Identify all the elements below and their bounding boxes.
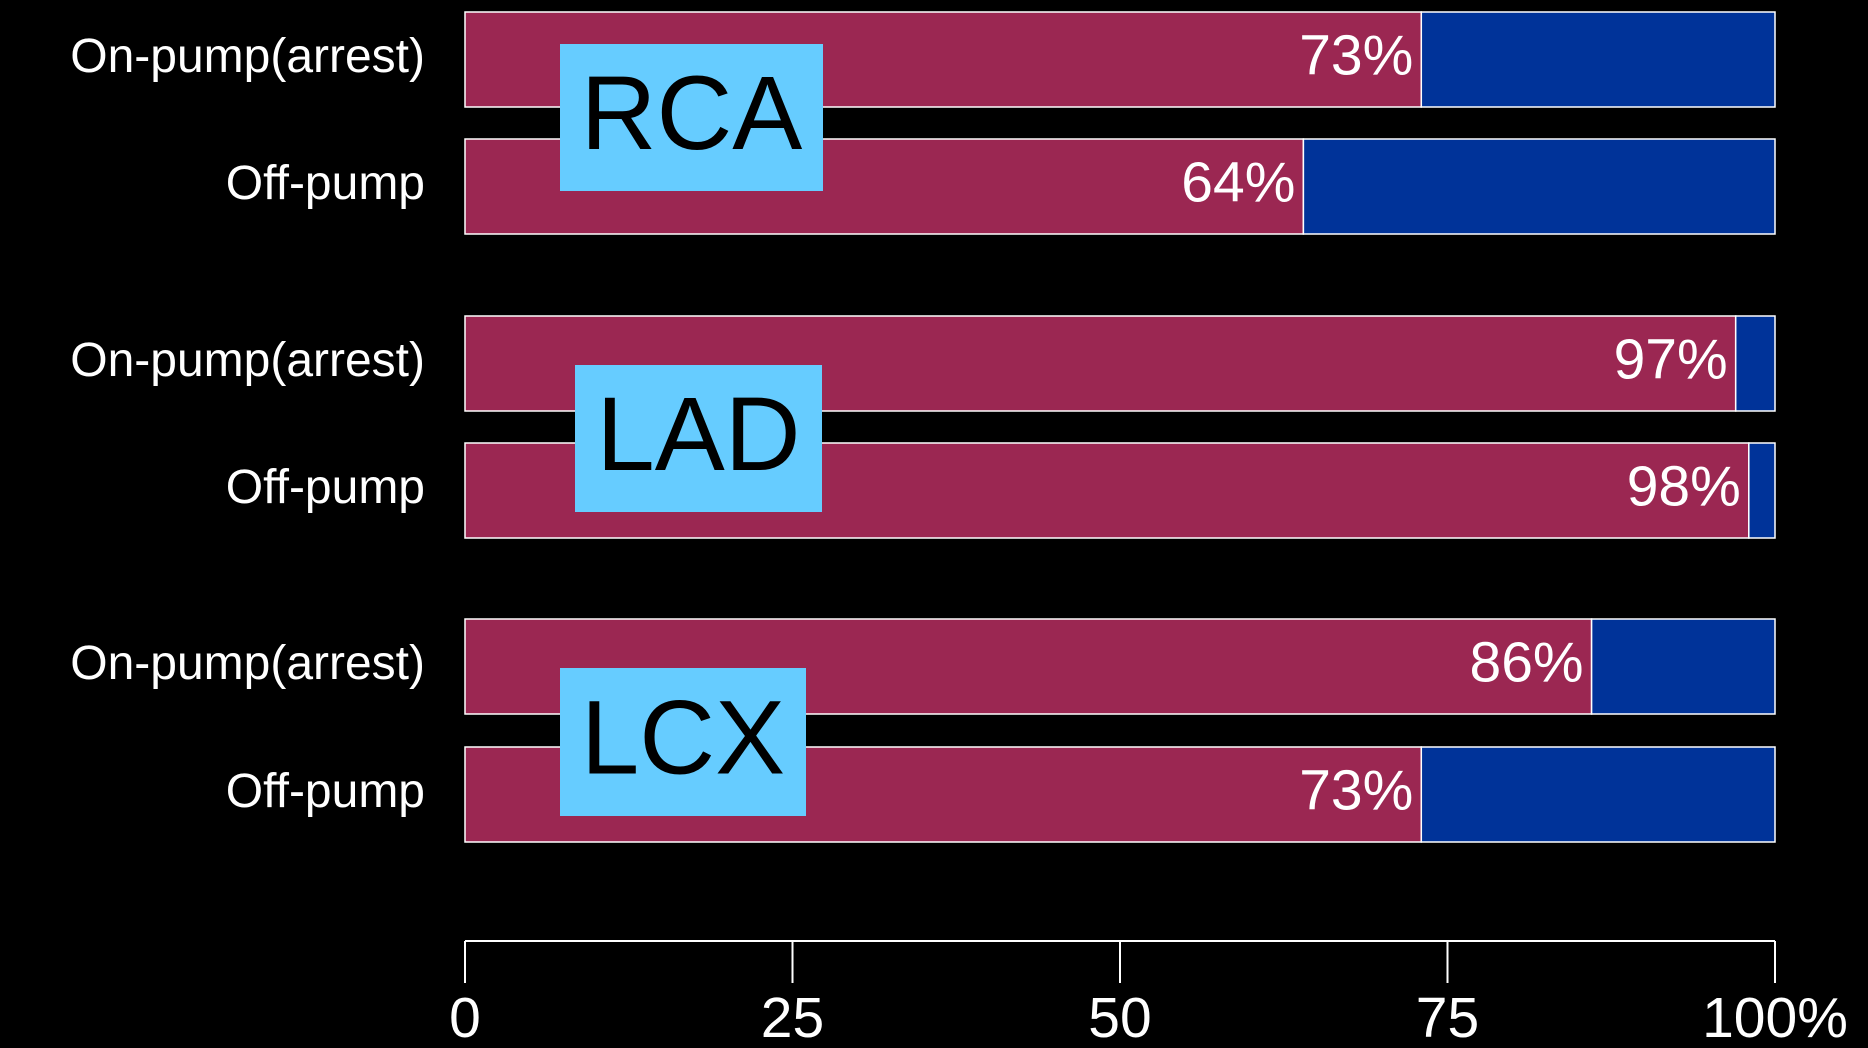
value-label: 64%: [1181, 151, 1295, 215]
group-box: [560, 668, 806, 816]
value-label: 73%: [1299, 24, 1413, 88]
group-box: [575, 365, 822, 512]
category-label: On-pump(arrest): [70, 30, 425, 83]
value-label: 86%: [1470, 631, 1584, 695]
bar-segment: [1302, 138, 1776, 235]
value-label: 98%: [1627, 455, 1741, 519]
category-label: Off-pump: [226, 765, 425, 818]
x-tick-label: 75: [1416, 986, 1479, 1048]
bar-segment: [1420, 11, 1776, 108]
category-label: Off-pump: [226, 461, 425, 514]
group-label: RCA: [581, 55, 803, 172]
group-label: LAD: [596, 376, 800, 493]
bar-segment: [1420, 746, 1776, 843]
bar-segment: [1590, 618, 1776, 715]
x-tick-label: 25: [761, 986, 824, 1048]
x-tick-label: 0: [449, 986, 481, 1048]
group-label: LCX: [581, 680, 785, 797]
group-box: [560, 44, 823, 191]
x-tick-label: 100%: [1702, 986, 1848, 1048]
category-label: On-pump(arrest): [70, 334, 425, 387]
bar-segment: [1748, 442, 1776, 539]
bar-segment: [1734, 315, 1776, 412]
value-label: 73%: [1299, 759, 1413, 823]
category-label: On-pump(arrest): [70, 637, 425, 690]
category-label: Off-pump: [226, 157, 425, 210]
x-tick-label: 50: [1088, 986, 1151, 1048]
value-label: 97%: [1614, 328, 1728, 392]
